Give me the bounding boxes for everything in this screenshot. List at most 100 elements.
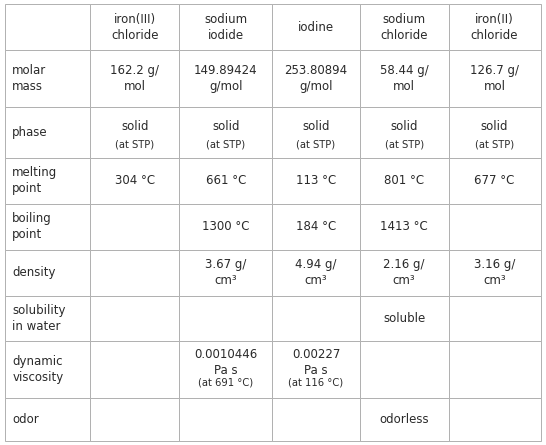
Text: 58.44 g/
mol: 58.44 g/ mol [380, 64, 429, 93]
Bar [5, 341, 91, 398]
Bar [360, 49, 449, 107]
Text: odor: odor [12, 413, 39, 426]
Bar [180, 4, 272, 49]
Text: soluble: soluble [383, 312, 425, 325]
Text: (at STP): (at STP) [115, 139, 155, 149]
Bar [449, 296, 541, 341]
Bar [91, 398, 180, 441]
Text: (at STP): (at STP) [206, 139, 246, 149]
Bar [5, 250, 91, 296]
Text: (at 116 °C): (at 116 °C) [288, 377, 343, 388]
Text: solid: solid [481, 120, 508, 133]
Bar [91, 158, 180, 203]
Bar [180, 203, 272, 250]
Bar [5, 158, 91, 203]
Text: odorless: odorless [379, 413, 429, 426]
Bar [272, 4, 360, 49]
Bar [91, 296, 180, 341]
Bar [91, 203, 180, 250]
Text: dynamic
viscosity: dynamic viscosity [12, 355, 63, 384]
Text: 661 °C: 661 °C [206, 174, 246, 187]
Bar [180, 107, 272, 158]
Bar [272, 107, 360, 158]
Text: solid: solid [121, 120, 149, 133]
Bar [5, 203, 91, 250]
Bar [360, 341, 449, 398]
Bar [360, 4, 449, 49]
Bar [449, 398, 541, 441]
Text: boiling
point: boiling point [12, 212, 52, 241]
Bar [449, 49, 541, 107]
Bar [91, 107, 180, 158]
Bar [91, 250, 180, 296]
Text: (at STP): (at STP) [475, 139, 514, 149]
Text: iron(II)
chloride: iron(II) chloride [471, 12, 518, 41]
Bar [5, 107, 91, 158]
Bar [449, 250, 541, 296]
Bar [360, 398, 449, 441]
Text: 0.0010446
Pa s: 0.0010446 Pa s [194, 348, 258, 377]
Text: iodine: iodine [298, 20, 334, 33]
Text: 126.7 g/
mol: 126.7 g/ mol [470, 64, 519, 93]
Bar [449, 341, 541, 398]
Text: 253.80894
g/mol: 253.80894 g/mol [284, 64, 348, 93]
Bar [272, 398, 360, 441]
Text: 113 °C: 113 °C [296, 174, 336, 187]
Bar [272, 296, 360, 341]
Text: 162.2 g/
mol: 162.2 g/ mol [110, 64, 159, 93]
Text: 3.67 g/
cm³: 3.67 g/ cm³ [205, 258, 247, 287]
Text: 3.16 g/
cm³: 3.16 g/ cm³ [474, 258, 515, 287]
Bar [180, 341, 272, 398]
Text: 184 °C: 184 °C [296, 220, 336, 233]
Bar [449, 4, 541, 49]
Bar [449, 107, 541, 158]
Bar [449, 158, 541, 203]
Bar [5, 49, 91, 107]
Text: (at STP): (at STP) [296, 139, 336, 149]
Bar [272, 203, 360, 250]
Bar [180, 398, 272, 441]
Bar [91, 4, 180, 49]
Text: molar
mass: molar mass [12, 64, 46, 93]
Bar [5, 4, 91, 49]
Text: density: density [12, 266, 56, 279]
Text: 4.94 g/
cm³: 4.94 g/ cm³ [295, 258, 337, 287]
Bar [272, 158, 360, 203]
Text: 304 °C: 304 °C [115, 174, 155, 187]
Bar [449, 203, 541, 250]
Bar [180, 296, 272, 341]
Text: melting
point: melting point [12, 166, 57, 195]
Bar [5, 398, 91, 441]
Bar [5, 296, 91, 341]
Bar [180, 49, 272, 107]
Bar [180, 158, 272, 203]
Text: sodium
chloride: sodium chloride [381, 12, 428, 41]
Bar [272, 49, 360, 107]
Text: 149.89424
g/mol: 149.89424 g/mol [194, 64, 258, 93]
Text: 677 °C: 677 °C [474, 174, 515, 187]
Text: solid: solid [390, 120, 418, 133]
Text: solid: solid [302, 120, 330, 133]
Text: solubility
in water: solubility in water [12, 304, 66, 333]
Text: phase: phase [12, 126, 48, 139]
Text: iron(III)
chloride: iron(III) chloride [111, 12, 159, 41]
Bar [272, 341, 360, 398]
Bar [360, 250, 449, 296]
Text: 0.00227
Pa s: 0.00227 Pa s [292, 348, 340, 377]
Text: sodium
iodide: sodium iodide [204, 12, 247, 41]
Bar [91, 49, 180, 107]
Bar [360, 158, 449, 203]
Bar [360, 107, 449, 158]
Text: (at STP): (at STP) [384, 139, 424, 149]
Bar [91, 341, 180, 398]
Text: 2.16 g/
cm³: 2.16 g/ cm³ [383, 258, 425, 287]
Text: 1413 °C: 1413 °C [381, 220, 428, 233]
Text: 801 °C: 801 °C [384, 174, 424, 187]
Text: (at 691 °C): (at 691 °C) [198, 377, 253, 388]
Bar [272, 250, 360, 296]
Bar [360, 296, 449, 341]
Bar [180, 250, 272, 296]
Bar [360, 203, 449, 250]
Text: solid: solid [212, 120, 240, 133]
Text: 1300 °C: 1300 °C [202, 220, 250, 233]
